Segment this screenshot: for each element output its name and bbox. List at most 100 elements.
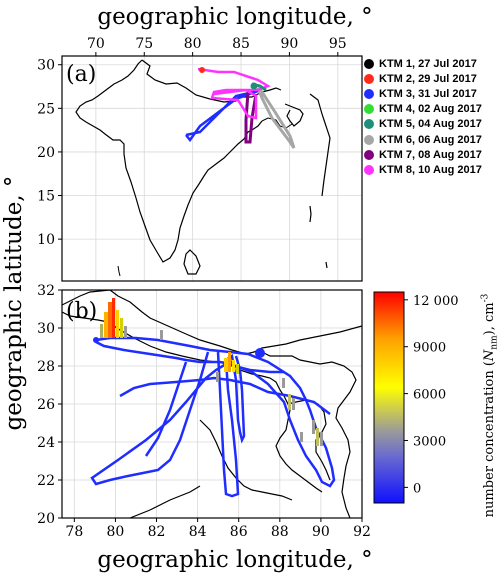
track-ktm8 xyxy=(197,67,271,120)
panel-a-flight-tracks xyxy=(185,67,296,149)
kathmandu-marker xyxy=(250,82,258,90)
legend-label: KTM 2, 29 Jul 2017 xyxy=(379,72,477,85)
legend-item-ktm8: KTM 8, 10 Aug 2017 xyxy=(364,162,482,177)
legend-item-ktm7: KTM 7, 08 Aug 2017 xyxy=(364,147,482,162)
x-tick-label-a-1: 75 xyxy=(135,36,153,52)
legend-marker xyxy=(364,164,374,175)
track-b-south-loop xyxy=(90,351,227,486)
y-tick-label-b-3: 26 xyxy=(37,397,55,413)
x-tick-label-a-5: 95 xyxy=(329,36,347,52)
y-tick-label-b-0: 20 xyxy=(37,511,55,527)
nepal-india-border xyxy=(62,290,362,355)
colorbar-label-sub: nm xyxy=(489,335,500,350)
legend-item-ktm3: KTM 3, 31 Jul 2017 xyxy=(364,86,482,101)
panel-a-coastline xyxy=(75,59,331,277)
legend-label: KTM 3, 31 Jul 2017 xyxy=(379,87,477,100)
panel-b-borders xyxy=(62,290,362,518)
legend-marker xyxy=(364,104,374,115)
bangladesh-border xyxy=(261,117,293,129)
colorbar: 12 000 9000 6000 3000 0 xyxy=(373,291,459,504)
colorbar-label-suffix: ), cm xyxy=(481,302,497,336)
bay-of-bengal-coast xyxy=(199,419,293,501)
legend-item-ktm1: KTM 1, 27 Jul 2017 xyxy=(364,56,482,71)
colorbar-label-sup: -3 xyxy=(480,293,491,303)
panel-a-grid xyxy=(62,56,362,281)
x-tick-label-a-0: 70 xyxy=(87,36,105,52)
x-tick-label-b-6: 90 xyxy=(312,524,330,540)
y-tick-label-a-0: 10 xyxy=(37,232,55,248)
colorbar-tick-label-1: 9000 xyxy=(413,341,446,356)
myanmar-coastline xyxy=(309,93,331,197)
legend-marker xyxy=(364,119,374,130)
panel-a-map: 70 75 80 85 90 95 10 15 20 25 30 (a) xyxy=(37,36,363,282)
top-longitude-axis-title: geographic longitude, ° xyxy=(97,4,373,30)
x-tick-label-b-7: 92 xyxy=(353,524,371,540)
y-tick-label-b-5: 30 xyxy=(37,321,55,337)
legend-marker xyxy=(364,149,374,160)
panel-b-map: 78 80 82 84 86 88 90 92 20 22 24 26 28 30 32 (b) xyxy=(37,283,371,540)
legend-label: KTM 4, 02 Aug 2017 xyxy=(379,103,482,116)
x-tick-label-a-3: 85 xyxy=(232,36,250,52)
y-tick-label-a-2: 20 xyxy=(37,145,55,161)
panel-b-ticks: 78 80 82 84 86 88 90 92 20 22 24 26 28 30 32 xyxy=(37,283,371,540)
y-tick-label-b-2: 24 xyxy=(37,435,55,451)
x-tick-label-a-4: 90 xyxy=(281,36,299,52)
panel-a-ticks: 70 75 80 85 90 95 10 15 20 25 30 xyxy=(37,36,347,248)
colorbar-tick-label-4: 0 xyxy=(413,481,421,496)
bottom-coast xyxy=(129,485,201,518)
y-tick-label-b-1: 22 xyxy=(37,473,55,489)
track-b-endpoint-west xyxy=(93,337,99,343)
legend-label: KTM 8, 10 Aug 2017 xyxy=(379,163,482,176)
legend-label: KTM 1, 27 Jul 2017 xyxy=(379,57,477,70)
sri-lanka-coastline xyxy=(183,249,201,275)
x-tick-label-a-2: 80 xyxy=(184,36,202,52)
india-coastline xyxy=(75,59,304,263)
y-tick-label-b-4: 28 xyxy=(37,359,55,375)
legend-item-ktm4: KTM 4, 02 Aug 2017 xyxy=(364,102,482,117)
panel-b-flight-tracks xyxy=(90,298,336,498)
x-tick-label-b-5: 88 xyxy=(271,524,289,540)
x-tick-label-b-2: 82 xyxy=(148,524,166,540)
bhutan-border xyxy=(261,351,321,365)
track-b-east-loop xyxy=(119,376,331,415)
legend-label: KTM 6, 06 Aug 2017 xyxy=(379,133,482,146)
colorbar-label-n: N xyxy=(481,349,497,362)
colorbar-tick-label-2: 6000 xyxy=(413,388,446,403)
track-b-vertical-lines xyxy=(144,351,246,498)
y-tick-label-a-3: 25 xyxy=(37,101,55,117)
x-tick-label-b-0: 78 xyxy=(65,524,83,540)
colorbar-tick-label-3: 3000 xyxy=(413,434,446,449)
track-ktm2-point xyxy=(199,67,205,73)
panel-b-label: (b) xyxy=(66,299,97,324)
legend-marker xyxy=(364,134,374,145)
lakshadweep-islands xyxy=(117,265,121,277)
legend-marker xyxy=(364,58,374,69)
legend-item-ktm2: KTM 2, 29 Jul 2017 xyxy=(364,71,482,86)
legend-marker xyxy=(364,73,374,84)
concentration-spikes xyxy=(100,298,323,446)
x-tick-label-b-4: 86 xyxy=(230,524,248,540)
flight-legend: KTM 1, 27 Jul 2017 KTM 2, 29 Jul 2017 KTM … xyxy=(364,56,482,178)
legend-item-ktm6: KTM 6, 06 Aug 2017 xyxy=(364,132,482,147)
legend-label: KTM 5, 04 Aug 2017 xyxy=(379,118,482,131)
colorbar-tick-label-0: 12 000 xyxy=(413,294,459,309)
x-tick-label-b-1: 80 xyxy=(107,524,125,540)
legend-marker xyxy=(364,88,374,99)
panel-a-label: (a) xyxy=(66,62,96,87)
track-ktm6 xyxy=(256,86,296,149)
y-tick-label-a-4: 30 xyxy=(37,58,55,74)
legend-label: KTM 7, 08 Aug 2017 xyxy=(379,148,482,161)
y-tick-label-a-1: 15 xyxy=(37,189,55,205)
myanmar-border xyxy=(319,361,357,518)
track-b-northwest-loop xyxy=(95,336,336,488)
legend-item-ktm5: KTM 5, 04 Aug 2017 xyxy=(364,117,482,132)
colorbar-label-prefix: number concentration ( xyxy=(481,361,497,518)
colorbar-label: number concentration (Nnm), cm-3 xyxy=(481,285,500,525)
kathmandu-marker-b xyxy=(255,348,265,358)
colorbar-ticks: 12 000 9000 6000 3000 0 xyxy=(404,294,459,496)
andaman-islands xyxy=(309,205,328,269)
colorbar-gradient xyxy=(373,291,405,504)
y-tick-label-b-6: 32 xyxy=(37,283,55,299)
panel-a-frame xyxy=(61,55,363,282)
